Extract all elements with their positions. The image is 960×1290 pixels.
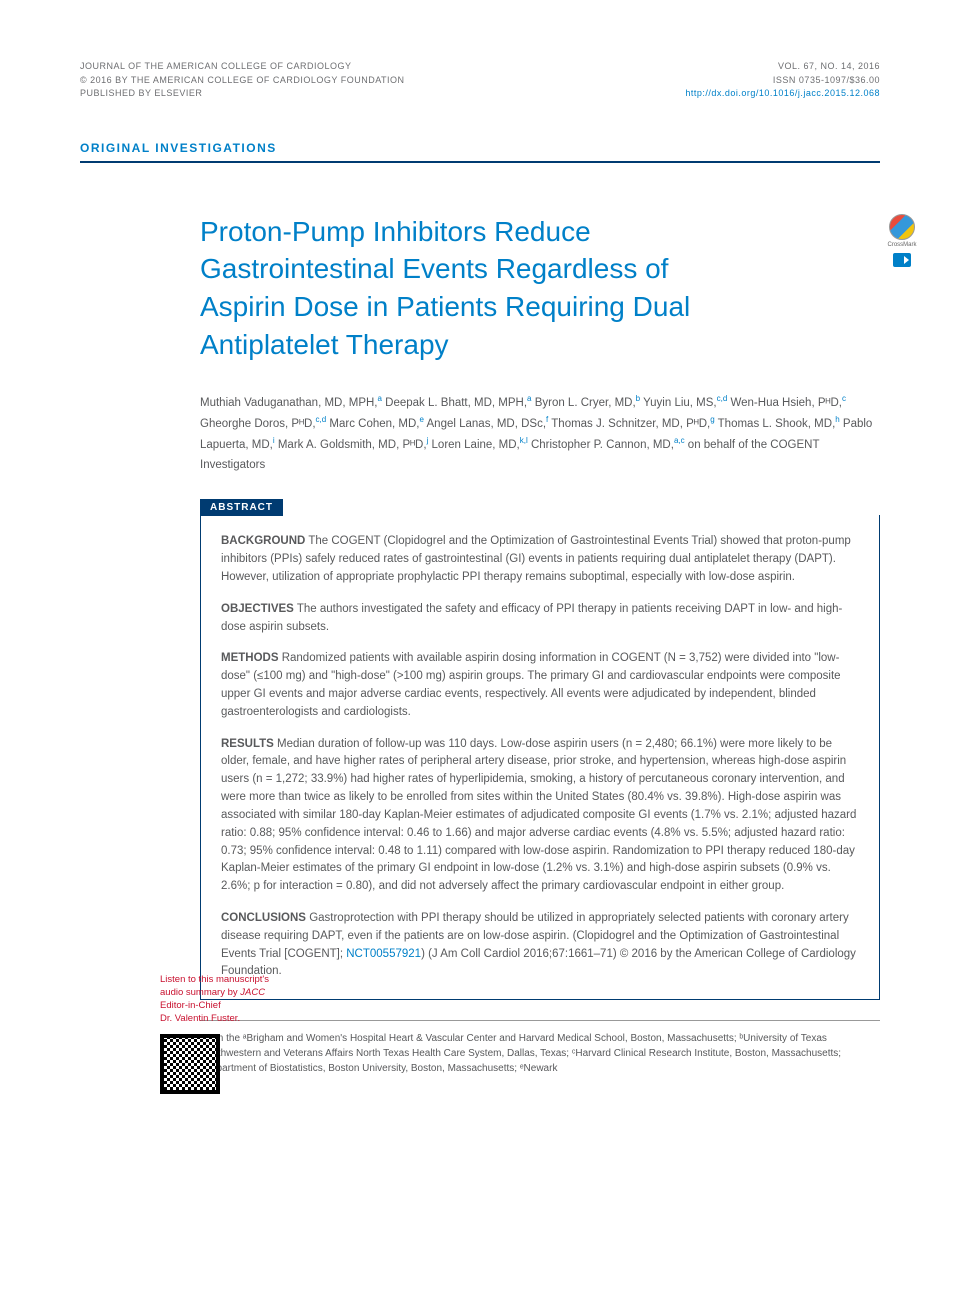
crossmark-icon: CrossMark	[884, 213, 920, 249]
abstract-box: BACKGROUND The COGENT (Clopidogrel and t…	[200, 515, 880, 1000]
journal-name: JOURNAL OF THE AMERICAN COLLEGE OF CARDI…	[80, 60, 405, 74]
publisher-line: PUBLISHED BY ELSEVIER	[80, 87, 405, 101]
section-label: ORIGINAL INVESTIGATIONS	[80, 141, 277, 155]
abstract-results: RESULTS Median duration of follow-up was…	[221, 736, 859, 896]
author-list: Muthiah Vaduganathan, MD, MPH,a Deepak L…	[200, 392, 880, 476]
trial-registry-link[interactable]: NCT00557921	[346, 948, 421, 960]
author-affiliations: From the ᵃBrigham and Women's Hospital H…	[200, 1020, 880, 1076]
journal-info: JOURNAL OF THE AMERICAN COLLEGE OF CARDI…	[80, 60, 405, 101]
issn: ISSN 0735-1097/$36.00	[685, 74, 880, 88]
crossmark-widget[interactable]: CrossMark	[884, 213, 920, 267]
issue-info: VOL. 67, NO. 14, 2016 ISSN 0735-1097/$36…	[685, 60, 880, 101]
copyright-line: © 2016 BY THE AMERICAN COLLEGE OF CARDIO…	[80, 74, 405, 88]
abstract-label: ABSTRACT	[200, 499, 283, 516]
page-header: JOURNAL OF THE AMERICAN COLLEGE OF CARDI…	[80, 60, 880, 101]
volume-issue: VOL. 67, NO. 14, 2016	[685, 60, 880, 74]
abstract-methods: METHODS Randomized patients with availab…	[221, 650, 859, 721]
abstract-objectives: OBJECTIVES The authors investigated the …	[221, 601, 859, 637]
section-rule: ORIGINAL INVESTIGATIONS	[80, 141, 880, 163]
article-title: Proton-Pump Inhibitors Reduce Gastrointe…	[200, 213, 760, 364]
qr-code-icon[interactable]	[160, 1034, 220, 1094]
abstract-conclusions: CONCLUSIONS Gastroprotection with PPI th…	[221, 910, 859, 981]
doi-link[interactable]: http://dx.doi.org/10.1016/j.jacc.2015.12…	[685, 87, 880, 101]
audio-summary-note: Listen to this manuscript's audio summar…	[160, 973, 270, 1094]
abstract-background: BACKGROUND The COGENT (Clopidogrel and t…	[221, 533, 859, 586]
audio-icon[interactable]	[893, 253, 911, 267]
